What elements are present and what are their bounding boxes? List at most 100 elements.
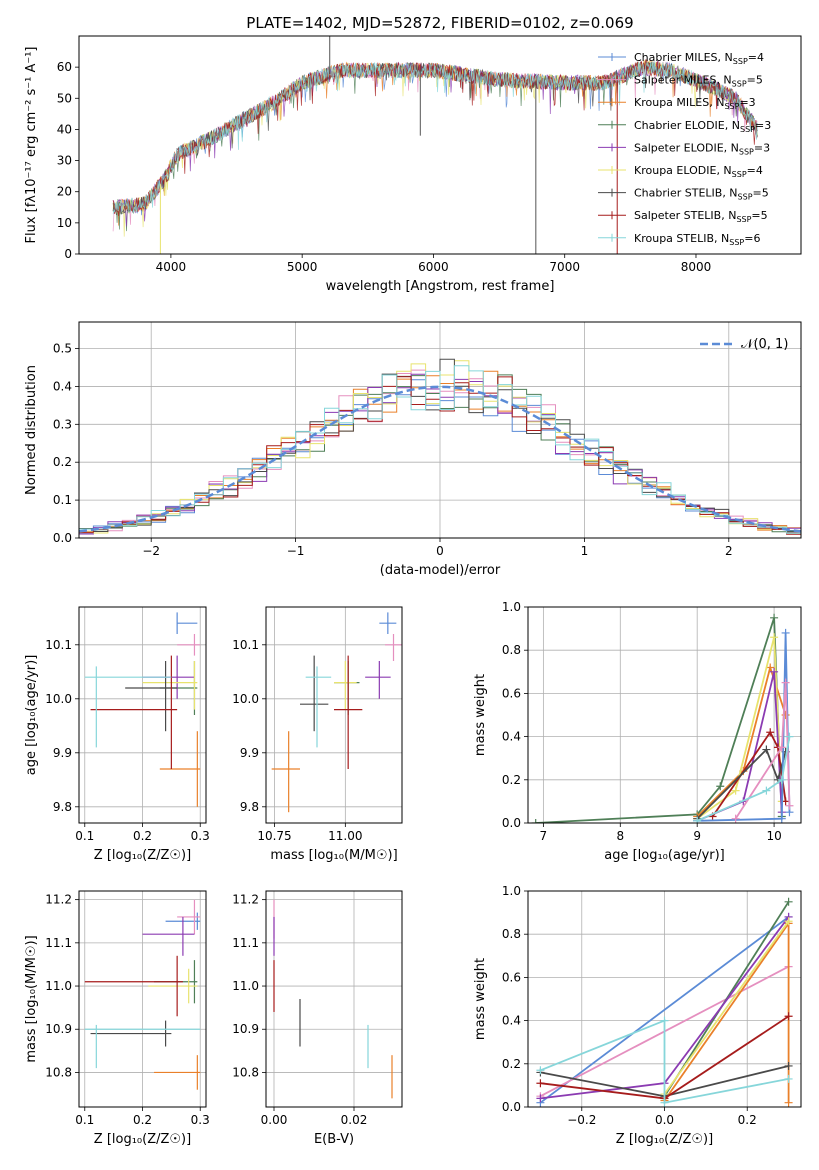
errorbar-point <box>300 655 329 732</box>
mass-weight-marker <box>781 628 790 637</box>
mass-weight-line <box>539 916 790 1104</box>
y-tick-label: 40 <box>57 122 72 136</box>
panel-mass_vs_EBV: 0.00 0.02 10.8 10.9 11.0 11.1 11.2 E(B-V) <box>232 890 403 1147</box>
mass-weight-marker <box>660 1098 669 1107</box>
mass-weight-marker <box>766 728 775 737</box>
axes-frame <box>78 606 207 824</box>
mass-weight-marker <box>660 1016 669 1025</box>
y-tick-label: 30 <box>57 154 72 168</box>
x-tick-label: 4000 <box>156 260 187 274</box>
y-tick-label: 10.9 <box>232 1022 259 1036</box>
errorbar-point <box>305 666 332 748</box>
y-axis-label: Normed distribution <box>24 365 39 495</box>
mass-weight-line <box>696 747 787 820</box>
y-tick-label: 0.2 <box>502 773 521 787</box>
mass-weight-line <box>696 636 783 820</box>
errorbar-point <box>379 612 397 634</box>
errorbar-point <box>84 1024 201 1069</box>
plot-area <box>536 897 793 1107</box>
y-tick-label: 20 <box>57 185 72 199</box>
y-tick-label: 10.1 <box>232 638 259 652</box>
x-tick-label: 10 <box>766 829 781 843</box>
y-tick-label: 0.5 <box>53 342 72 356</box>
mass-weight-marker <box>536 1066 545 1075</box>
chart-title: PLATE=1402, MJD=52872, FIBERID=0102, z=0… <box>246 14 633 32</box>
mass-weight-marker <box>731 786 740 795</box>
panel-mass_weight_vs_Z: −0.2 0.0 0.2 0.0 0.2 0.4 0.6 0.8 1.0 Z [log₁₀(Z/Z… <box>473 884 802 1147</box>
y-tick-label: 10.0 <box>45 692 72 706</box>
x-tick-label: 6000 <box>418 260 449 274</box>
legend-entry: Chabrier MILES, NSSP=4 <box>634 51 764 66</box>
x-tick-label: 0 <box>436 544 444 558</box>
plot-area <box>84 612 201 807</box>
y-tick-label: 0.1 <box>53 493 72 507</box>
errorbar-point <box>334 661 357 710</box>
legend-entry: Kroupa ELODIE, NSSP=4 <box>634 164 763 179</box>
x-tick-label: −0.2 <box>567 1113 596 1127</box>
y-tick-label: 11.1 <box>232 936 259 950</box>
errorbar-point <box>90 655 178 769</box>
y-tick-label: 0.4 <box>502 730 521 744</box>
y-tick-label: 9.9 <box>53 746 72 760</box>
x-tick-label: 0.02 <box>341 1113 368 1127</box>
x-axis-label: age [log₁₀(age/yr)] <box>604 848 725 863</box>
x-tick-label: 5000 <box>287 260 318 274</box>
y-tick-label: 0.0 <box>502 816 521 830</box>
y-tick-label: 11.1 <box>45 936 72 950</box>
legend-entry: Kroupa MILES, NSSP=3 <box>634 96 756 111</box>
y-tick-label: 10.8 <box>232 1065 259 1079</box>
y-tick-label: 0 <box>64 247 72 261</box>
x-tick-label: 2 <box>725 544 733 558</box>
legend-entry: Salpeter MILES, NSSP=5 <box>634 74 763 89</box>
panel-mass_vs_Z: 0.1 0.2 0.3 10.8 10.9 11.0 11.1 11.2 Z [log₁₀(Z/… <box>24 890 210 1147</box>
mass-weight-marker <box>784 1074 793 1083</box>
plot-area <box>273 899 393 1099</box>
plot-area <box>531 613 794 823</box>
mass-weight-marker <box>781 678 790 687</box>
errorbar-point <box>334 655 363 769</box>
axes-frame <box>78 35 802 255</box>
y-tick-label: 11.0 <box>232 979 259 993</box>
errorbar-point <box>177 899 201 935</box>
y-tick-label: 11.2 <box>45 893 72 907</box>
y-tick-label: 10.8 <box>45 1065 72 1079</box>
mass-weight-marker <box>770 613 779 622</box>
mass-weight-marker <box>784 897 793 906</box>
y-tick-label: 0.0 <box>53 531 72 545</box>
mass-weight-marker <box>784 1012 793 1021</box>
x-tick-label: 10.75 <box>257 829 291 843</box>
mass-weight-line <box>540 1019 789 1104</box>
mass-weight-marker <box>716 782 725 791</box>
mass-weight-marker <box>784 917 793 926</box>
y-axis-label: mass weight <box>473 674 488 756</box>
spectrum-model-line <box>112 59 758 217</box>
x-tick-label: 8 <box>616 829 624 843</box>
mass-weight-marker <box>536 1094 545 1103</box>
axes-frame <box>78 890 207 1108</box>
x-tick-label: 7000 <box>549 260 580 274</box>
spectrum-model-line <box>112 61 758 215</box>
errorbar-point <box>84 955 183 1017</box>
y-tick-label: 9.9 <box>240 746 259 760</box>
legend-entry: Salpeter STELIB, NSSP=5 <box>634 209 768 224</box>
y-tick-label: 60 <box>57 60 72 74</box>
mass-weight-marker <box>770 633 779 642</box>
errorbar-point <box>90 1020 172 1047</box>
y-tick-label: 0.4 <box>502 1014 521 1028</box>
panel-residuals: −2 −1 0 1 2 0.0 0.1 0.2 0.3 0.4 0.5 (data-model)/er… <box>24 321 802 578</box>
plot-area <box>84 899 201 1090</box>
mass-weight-marker <box>762 786 771 795</box>
panel-mass_weight_vs_age: 7 8 9 10 0.0 0.2 0.4 0.6 0.8 1.0 age [log₁₀(age/yr… <box>473 600 802 863</box>
y-tick-label: 9.8 <box>53 800 72 814</box>
panel-age_vs_mass: 10.75 11.00 9.8 9.9 10.0 10.1 mass [log₁₀(M/M☉… <box>232 606 403 863</box>
errorbar-point <box>142 661 198 710</box>
legend-entry: Chabrier STELIB, NSSP=5 <box>634 187 769 202</box>
y-tick-label: 10.9 <box>45 1022 72 1036</box>
y-axis-label: mass weight <box>473 958 488 1040</box>
mass-weight-marker <box>762 745 771 754</box>
residual-histogram <box>79 365 801 538</box>
x-tick-label: 1 <box>581 544 589 558</box>
x-tick-label: 0.00 <box>261 1113 288 1127</box>
y-tick-label: 10.0 <box>232 692 259 706</box>
mass-weight-marker <box>531 819 540 823</box>
